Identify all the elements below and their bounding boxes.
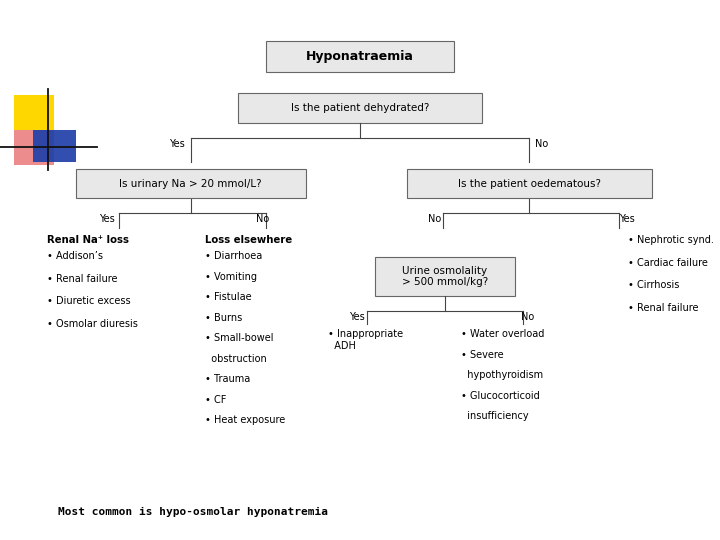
Text: • Cardiac failure: • Cardiac failure [628, 258, 708, 268]
Text: • Renal failure: • Renal failure [628, 303, 698, 313]
FancyBboxPatch shape [14, 94, 54, 130]
Text: Hyponatraemia: Hyponatraemia [306, 50, 414, 63]
FancyBboxPatch shape [374, 257, 516, 296]
Text: • Fistulae: • Fistulae [205, 292, 252, 302]
Text: No: No [521, 312, 534, 322]
Text: • Addison’s: • Addison’s [47, 251, 103, 261]
FancyBboxPatch shape [76, 168, 306, 198]
Text: Yes: Yes [168, 139, 184, 149]
FancyBboxPatch shape [33, 130, 76, 162]
Text: • Trauma: • Trauma [205, 374, 251, 384]
Text: No: No [428, 214, 441, 225]
FancyBboxPatch shape [238, 93, 482, 123]
Text: Yes: Yes [99, 214, 114, 225]
Text: hypothyroidism: hypothyroidism [461, 370, 543, 381]
Text: • Vomiting: • Vomiting [205, 272, 257, 282]
Text: No: No [535, 139, 548, 149]
Text: insufficiency: insufficiency [461, 411, 528, 422]
Text: Is the patient oedematous?: Is the patient oedematous? [458, 179, 600, 188]
Text: Urine osmolality
> 500 mmol/kg?: Urine osmolality > 500 mmol/kg? [402, 266, 488, 287]
Text: Loss elsewhere: Loss elsewhere [205, 235, 292, 245]
FancyBboxPatch shape [266, 41, 454, 72]
Text: • Renal failure: • Renal failure [47, 274, 117, 284]
Text: • Burns: • Burns [205, 313, 243, 323]
Text: • Nephrotic synd.: • Nephrotic synd. [628, 235, 714, 245]
Text: No: No [256, 214, 269, 225]
Text: • Osmolar diuresis: • Osmolar diuresis [47, 319, 138, 329]
Text: Is the patient dehydrated?: Is the patient dehydrated? [291, 103, 429, 113]
FancyBboxPatch shape [14, 130, 54, 165]
FancyBboxPatch shape [407, 168, 652, 198]
Text: Most common is hypo-osmolar hyponatremia: Most common is hypo-osmolar hyponatremia [58, 507, 328, 517]
Text: Yes: Yes [349, 312, 365, 322]
Text: • Inappropriate
  ADH: • Inappropriate ADH [328, 329, 403, 351]
Text: • Water overload: • Water overload [461, 329, 544, 340]
Text: • Heat exposure: • Heat exposure [205, 415, 285, 426]
Text: • Diarrhoea: • Diarrhoea [205, 251, 263, 261]
Text: • Diuretic excess: • Diuretic excess [47, 296, 130, 307]
Text: • CF: • CF [205, 395, 227, 405]
Text: Yes: Yes [618, 214, 634, 225]
Text: • Glucocorticoid: • Glucocorticoid [461, 391, 539, 401]
Text: obstruction: obstruction [205, 354, 267, 364]
Text: • Severe: • Severe [461, 350, 503, 360]
Text: Renal Na⁺ loss: Renal Na⁺ loss [47, 235, 129, 245]
Text: • Small-bowel: • Small-bowel [205, 333, 274, 343]
Text: • Cirrhosis: • Cirrhosis [628, 280, 679, 291]
Text: Is urinary Na > 20 mmol/L?: Is urinary Na > 20 mmol/L? [120, 179, 262, 188]
